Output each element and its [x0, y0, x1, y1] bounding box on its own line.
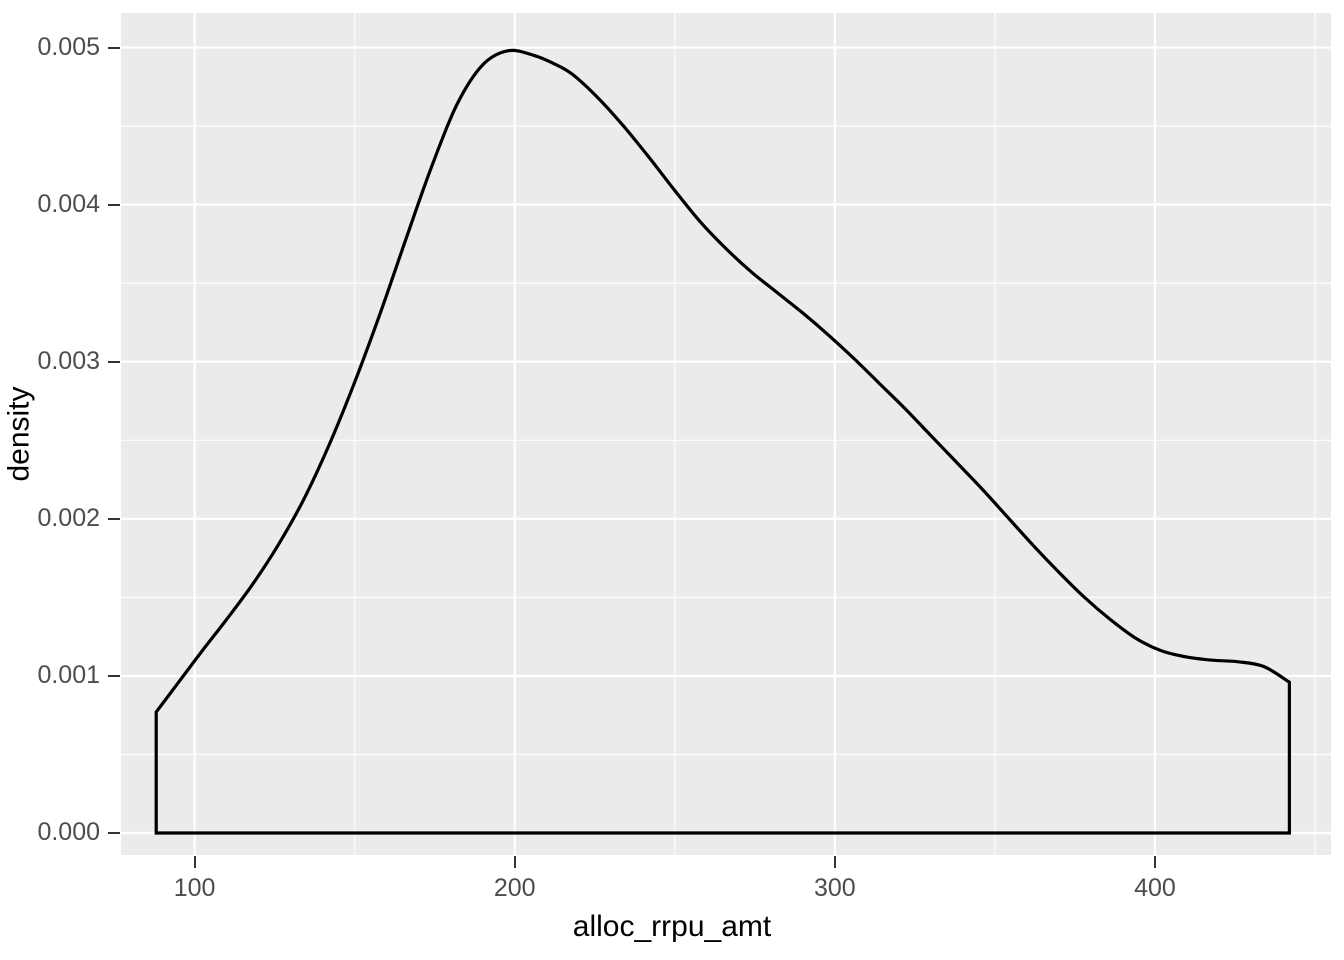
y-tick-label: 0.004	[37, 189, 100, 218]
y-tick-mark	[108, 517, 120, 521]
x-tick-mark	[1153, 856, 1157, 868]
y-tick-mark	[108, 832, 120, 835]
x-axis-title-label: alloc_rrpu_amt	[572, 910, 772, 943]
y-axis-title: density	[0, 0, 40, 868]
x-axis-title: alloc_rrpu_amt	[0, 912, 1344, 942]
x-tick-mark	[513, 856, 517, 868]
x-tick-label: 200	[493, 874, 536, 902]
density-curve	[154, 48, 1291, 835]
y-tick-mark	[108, 203, 120, 207]
density-curve-layer	[154, 48, 1291, 835]
y-tick-label: 0.001	[37, 660, 100, 689]
x-tick-label: 300	[813, 874, 856, 902]
y-tick-label: 0.000	[37, 818, 100, 846]
x-tick-label: 100	[173, 874, 216, 902]
x-tick-mark	[833, 856, 837, 868]
y-tick-label: 0.002	[37, 503, 100, 532]
y-tick-label: 0.005	[37, 32, 100, 61]
x-tick-label: 400	[1134, 874, 1176, 902]
y-tick-mark	[108, 46, 120, 49]
grid-lines	[121, 13, 1331, 855]
y-tick-label: 0.003	[37, 346, 100, 375]
x-tick-mark	[193, 856, 196, 868]
y-axis-title-label: density	[3, 386, 36, 482]
y-tick-mark	[108, 674, 120, 678]
y-tick-labels: 0.000 0.001 0.002 0.003 0.004 0.005	[0, 0, 100, 960]
y-tick-mark	[108, 360, 120, 364]
plot-panel	[121, 13, 1331, 855]
